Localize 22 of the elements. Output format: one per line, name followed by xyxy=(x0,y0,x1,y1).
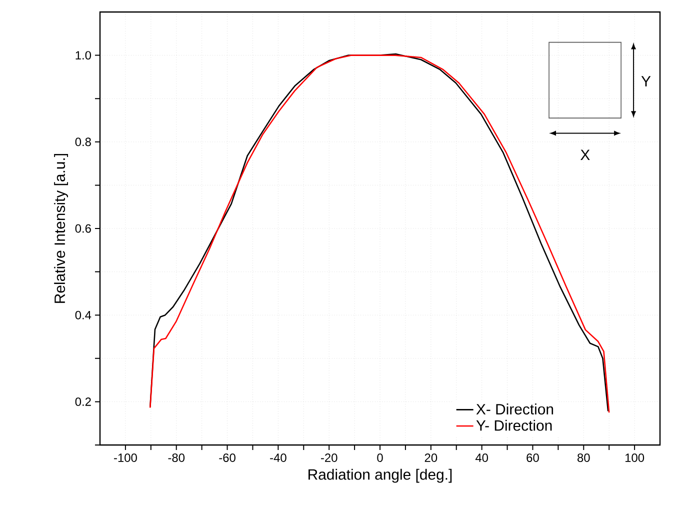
y-axis-title: Relative Intensity [a.u.] xyxy=(54,154,68,303)
y-tick-label: 0.2 xyxy=(75,397,91,406)
x-tick-label: -80 xyxy=(168,454,185,462)
x-axis-title: Radiation angle [deg.] xyxy=(308,468,452,483)
x-tick-label: -40 xyxy=(270,454,286,462)
annotation: Y xyxy=(641,76,651,86)
x-tick-label: 100 xyxy=(625,454,644,462)
x-tick-label: 0 xyxy=(377,454,383,462)
x-tick-label: 40 xyxy=(475,454,488,462)
y-tick-label: 0.8 xyxy=(75,138,91,146)
y-tick-label: 0.6 xyxy=(75,224,91,233)
legend-label: Y- Direction xyxy=(476,420,552,431)
x-tick-label: -100 xyxy=(114,454,137,462)
y-tick-label: 1.0 xyxy=(76,51,92,60)
x-tick-label: 80 xyxy=(578,454,590,462)
x-tick-label: -60 xyxy=(219,454,236,462)
x-tick-label: 20 xyxy=(424,454,438,462)
x-tick-label: 60 xyxy=(526,454,539,462)
annotation: X xyxy=(580,150,590,160)
x-tick-label: -20 xyxy=(320,454,338,462)
y-tick-label: 0.4 xyxy=(75,310,92,320)
legend-label: X- Direction xyxy=(476,404,554,414)
